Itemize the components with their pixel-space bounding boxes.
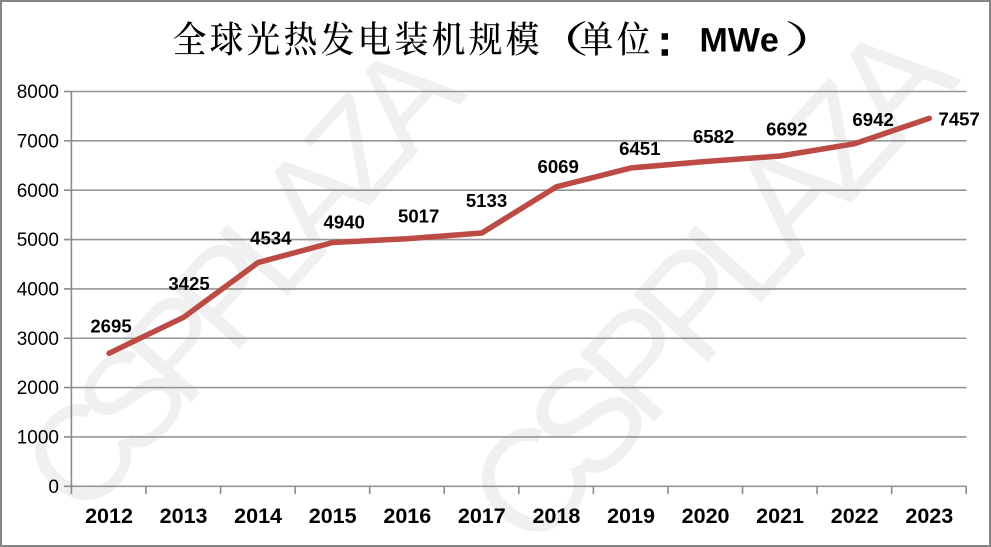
svg-text:7000: 7000: [17, 132, 59, 153]
svg-text:2017: 2017: [458, 504, 506, 528]
svg-text:2000: 2000: [17, 378, 59, 399]
svg-text:5133: 5133: [466, 190, 507, 211]
svg-text:2016: 2016: [383, 504, 431, 528]
svg-text:2695: 2695: [90, 316, 131, 337]
svg-text:2014: 2014: [234, 504, 282, 528]
svg-text:4534: 4534: [250, 227, 292, 248]
svg-text:6069: 6069: [538, 156, 579, 177]
svg-text:2023: 2023: [905, 504, 953, 528]
svg-text:5017: 5017: [398, 206, 439, 227]
svg-text:1000: 1000: [17, 428, 59, 449]
svg-text:0: 0: [48, 477, 59, 498]
svg-text:3000: 3000: [17, 329, 59, 350]
svg-text:6582: 6582: [693, 126, 734, 147]
svg-text:8000: 8000: [17, 82, 59, 103]
svg-text:2020: 2020: [682, 504, 730, 528]
svg-text:6692: 6692: [766, 119, 807, 140]
svg-text:5000: 5000: [17, 230, 59, 251]
svg-text:2018: 2018: [532, 504, 580, 528]
svg-text:2012: 2012: [85, 504, 133, 528]
svg-text:7457: 7457: [939, 109, 980, 130]
svg-text:6000: 6000: [17, 181, 59, 202]
svg-text:2015: 2015: [309, 504, 357, 528]
svg-text:6942: 6942: [852, 109, 893, 130]
svg-text:4940: 4940: [324, 212, 365, 233]
svg-text:3425: 3425: [168, 273, 209, 294]
svg-text:4000: 4000: [17, 280, 59, 301]
svg-text:2013: 2013: [160, 504, 208, 528]
svg-text:2019: 2019: [607, 504, 655, 528]
svg-text:6451: 6451: [619, 138, 660, 159]
svg-text:2022: 2022: [831, 504, 879, 528]
svg-text:2021: 2021: [756, 504, 804, 528]
